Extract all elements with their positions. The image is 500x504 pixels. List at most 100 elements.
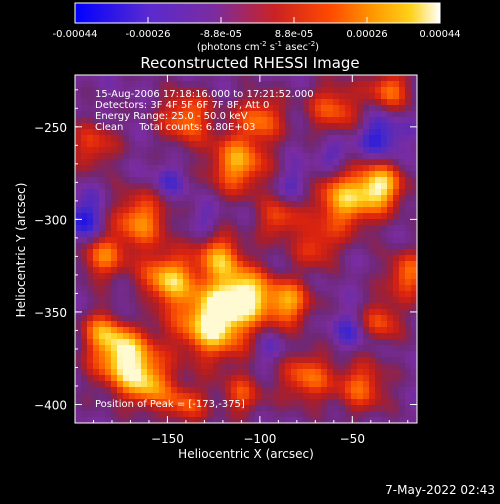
heatmap-cell — [183, 93, 190, 100]
heatmap-cell — [165, 135, 172, 142]
heatmap-cell — [189, 141, 196, 148]
heatmap-cell — [147, 417, 154, 423]
heatmap-cell — [237, 111, 244, 118]
heatmap-cell — [375, 117, 382, 124]
heatmap-cell — [363, 75, 370, 82]
heatmap-cell — [339, 405, 346, 412]
heatmap-cell — [357, 123, 364, 130]
heatmap-cell — [87, 411, 94, 418]
heatmap-cell — [321, 399, 328, 406]
heatmap-cell — [405, 213, 412, 220]
heatmap-cell — [81, 159, 88, 166]
heatmap-cell — [177, 153, 184, 160]
heatmap-cell — [147, 99, 154, 106]
heatmap-cell — [165, 81, 172, 88]
heatmap-cell — [321, 141, 328, 148]
heatmap-cell — [255, 345, 262, 352]
heatmap-cell — [303, 243, 310, 250]
heatmap-cell — [333, 333, 340, 340]
heatmap-cell — [411, 291, 417, 298]
heatmap-cell — [399, 159, 406, 166]
heatmap-cell — [285, 87, 292, 94]
heatmap-cell — [321, 237, 328, 244]
heatmap-cell — [237, 267, 244, 274]
heatmap-cell — [285, 213, 292, 220]
heatmap-cell — [159, 81, 166, 88]
heatmap-cell — [87, 87, 94, 94]
heatmap-cell — [141, 285, 148, 292]
heatmap-cell — [303, 183, 310, 190]
heatmap-cell — [297, 375, 304, 382]
heatmap-cell — [345, 171, 352, 178]
heatmap-cell — [321, 405, 328, 412]
heatmap-cell — [351, 225, 358, 232]
colorbar-tick-label: -0.00044 — [53, 29, 98, 40]
heatmap-cell — [279, 351, 286, 358]
heatmap-cell — [363, 417, 370, 423]
heatmap-cell — [93, 417, 100, 423]
heatmap-cell — [345, 141, 352, 148]
heatmap-cell — [399, 189, 406, 196]
heatmap-cell — [99, 111, 106, 118]
heatmap-cell — [405, 75, 412, 82]
heatmap-cell — [231, 123, 238, 130]
heatmap-cell — [111, 195, 118, 202]
heatmap-cell — [231, 237, 238, 244]
heatmap-cell — [381, 405, 388, 412]
heatmap-cell — [189, 147, 196, 154]
heatmap-cell — [207, 381, 214, 388]
heatmap-cell — [177, 201, 184, 208]
heatmap-cell — [405, 327, 412, 334]
heatmap-cell — [339, 87, 346, 94]
heatmap-cell — [243, 351, 250, 358]
heatmap-cell — [285, 153, 292, 160]
heatmap-cell — [363, 141, 370, 148]
heatmap-cell — [333, 219, 340, 226]
heatmap-cell — [165, 303, 172, 310]
heatmap-cell — [213, 285, 220, 292]
heatmap-cell — [153, 75, 160, 82]
heatmap-cell — [123, 219, 130, 226]
heatmap-cell — [261, 153, 268, 160]
heatmap-cell — [105, 243, 112, 250]
heatmap-cell — [243, 225, 250, 232]
heatmap-cell — [273, 369, 280, 376]
heatmap-cell — [261, 159, 268, 166]
heatmap-cell — [327, 237, 334, 244]
heatmap-cell — [381, 285, 388, 292]
heatmap-cell — [177, 333, 184, 340]
heatmap-cell — [75, 183, 82, 190]
heatmap-cell — [309, 237, 316, 244]
heatmap-cell — [117, 219, 124, 226]
heatmap-cell — [285, 225, 292, 232]
heatmap-cell — [135, 81, 142, 88]
heatmap-cell — [393, 303, 400, 310]
heatmap-cell — [303, 81, 310, 88]
heatmap-cell — [345, 303, 352, 310]
heatmap-cell — [141, 165, 148, 172]
heatmap-cell — [285, 93, 292, 100]
heatmap-cell — [333, 195, 340, 202]
heatmap-cell — [159, 285, 166, 292]
heatmap-cell — [249, 381, 256, 388]
heatmap-cell — [189, 369, 196, 376]
heatmap-cell — [315, 105, 322, 112]
heatmap-cell — [339, 189, 346, 196]
heatmap-cell — [165, 189, 172, 196]
heatmap-cell — [129, 177, 136, 184]
heatmap-cell — [363, 147, 370, 154]
heatmap-cell — [327, 315, 334, 322]
heatmap-cell — [129, 345, 136, 352]
heatmap-cell — [357, 285, 364, 292]
heatmap-cell — [351, 297, 358, 304]
heatmap-cell — [81, 165, 88, 172]
heatmap-cell — [255, 255, 262, 262]
heatmap-cell — [225, 339, 232, 346]
heatmap-cell — [177, 147, 184, 154]
heatmap-cell — [75, 291, 82, 298]
heatmap-cell — [225, 147, 232, 154]
heatmap-cell — [303, 165, 310, 172]
heatmap-cell — [99, 231, 106, 238]
heatmap-cell — [141, 141, 148, 148]
heatmap-cell — [387, 411, 394, 418]
